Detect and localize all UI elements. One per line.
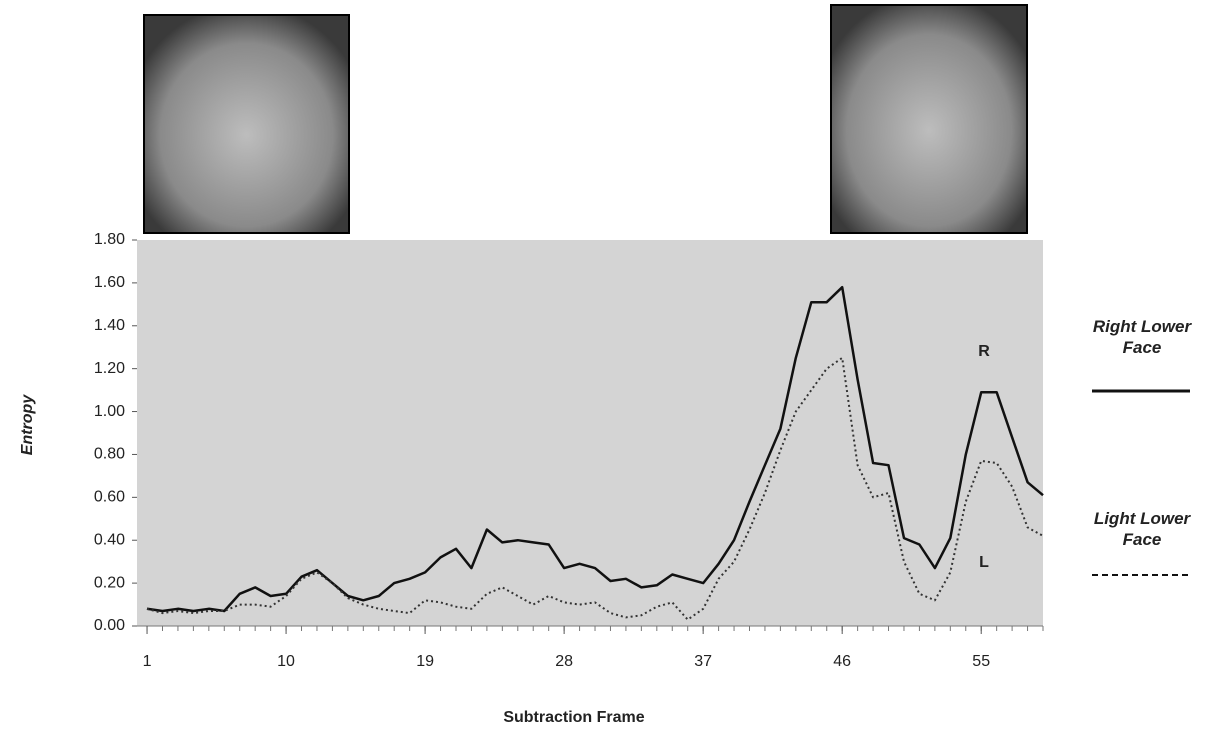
face-photo-smile	[830, 4, 1028, 234]
series-line	[146, 285, 1044, 613]
legend-entry: Light Lower Face	[1093, 509, 1191, 549]
x-tick-label: 19	[416, 653, 434, 670]
y-tick-label: 0.60	[94, 489, 125, 506]
y-tick-label: 1.00	[94, 403, 125, 420]
series-line	[146, 356, 1044, 621]
y-tick-label: 1.80	[94, 231, 125, 248]
annotation: L	[979, 554, 989, 571]
y-tick-label: 1.20	[94, 360, 125, 377]
y-tick-label: 0.20	[94, 574, 125, 591]
x-tick-label: 37	[694, 653, 712, 670]
legend-entry: Right Lower Face	[1092, 317, 1192, 357]
x-tick-label: 46	[833, 653, 851, 670]
plot-area	[137, 240, 1043, 626]
x-tick-label: 55	[972, 653, 990, 670]
annotation: R	[978, 343, 990, 360]
y-tick-label: 0.00	[94, 617, 125, 634]
face-photo-neutral	[143, 14, 350, 234]
x-tick-label: 10	[277, 653, 295, 670]
y-tick-label: 0.80	[94, 446, 125, 463]
y-tick-label: 0.40	[94, 531, 125, 548]
y-tick-label: 1.40	[94, 317, 125, 334]
x-tick-label: 28	[555, 653, 573, 670]
x-axis-label: Subtraction Frame	[503, 709, 644, 726]
x-tick-label: 1	[143, 653, 152, 670]
y-tick-label: 1.60	[94, 274, 125, 291]
y-axis-label: Entropy	[19, 394, 36, 456]
